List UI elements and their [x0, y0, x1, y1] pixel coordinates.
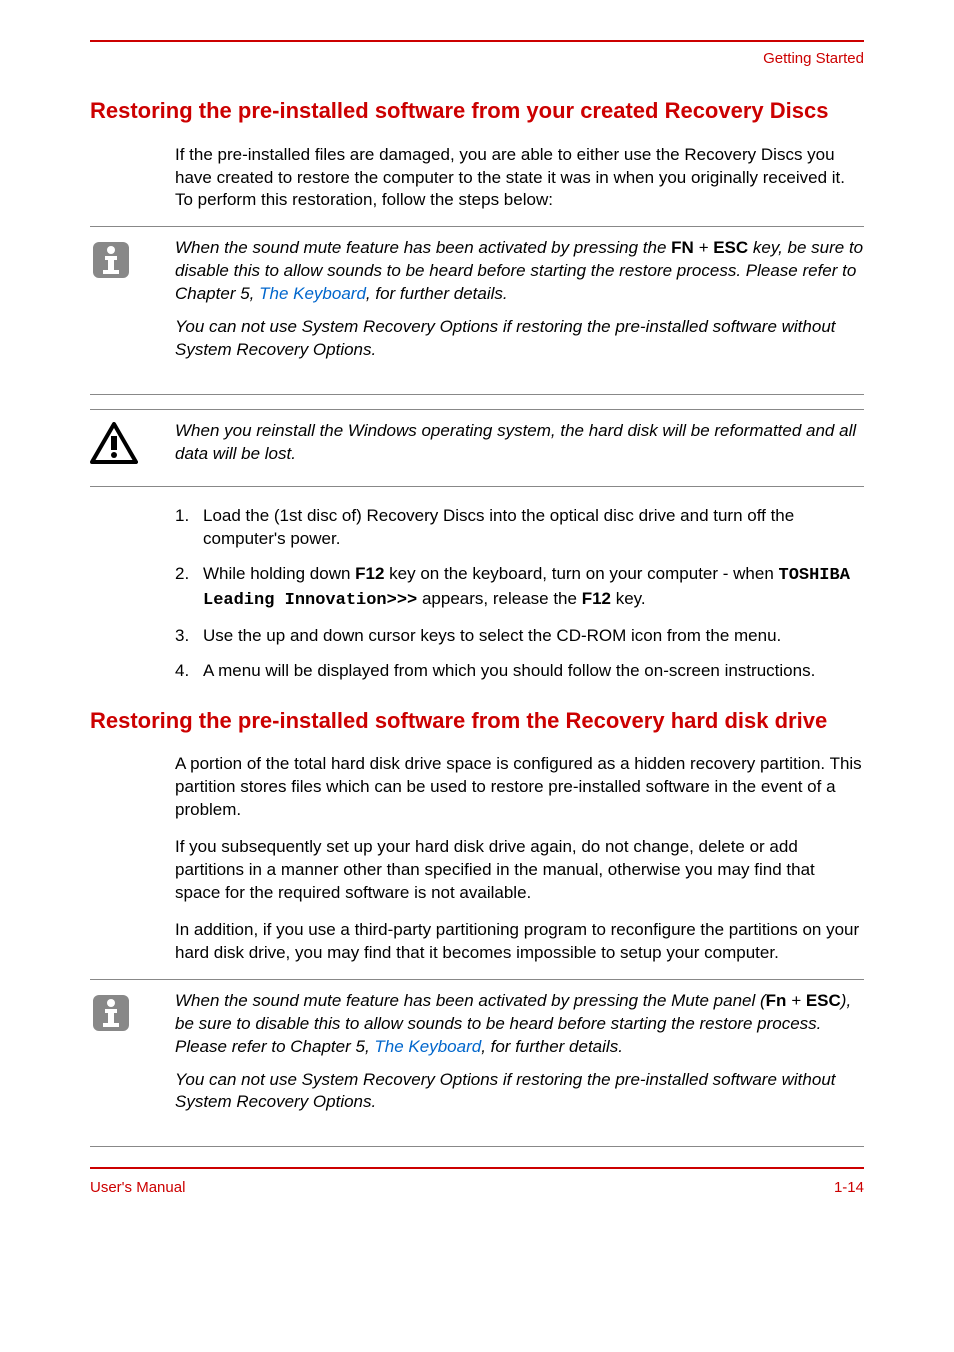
- note-block-1: When the sound mute feature has been act…: [90, 226, 864, 395]
- page-container: Getting Started Restoring the pre-instal…: [0, 0, 954, 1226]
- note2-para2: You can not use System Recovery Options …: [175, 1069, 864, 1115]
- keyboard-link-2[interactable]: The Keyboard: [374, 1037, 481, 1056]
- section2-para2: If you subsequently set up your hard dis…: [175, 836, 864, 905]
- section-heading-hard-disk: Restoring the pre-installed software fro…: [90, 707, 864, 736]
- page-footer: User's Manual 1-14: [90, 1167, 864, 1196]
- section2-para3: In addition, if you use a third-party pa…: [175, 919, 864, 965]
- info-icon: [90, 237, 175, 372]
- step-2: While holding down F12 key on the keyboa…: [175, 563, 864, 613]
- caution-block: When you reinstall the Windows operating…: [90, 409, 864, 487]
- caution-icon: [90, 420, 175, 476]
- section2-para1: A portion of the total hard disk drive s…: [175, 753, 864, 822]
- note1-para2: You can not use System Recovery Options …: [175, 316, 864, 362]
- footer-manual-label: User's Manual: [90, 1179, 185, 1196]
- page-header: Getting Started: [90, 50, 864, 67]
- step-1: Load the (1st disc of) Recovery Discs in…: [175, 505, 864, 551]
- intro-paragraph: If the pre-installed files are damaged, …: [175, 144, 864, 213]
- step-3: Use the up and down cursor keys to selec…: [175, 625, 864, 648]
- keyboard-link[interactable]: The Keyboard: [259, 284, 366, 303]
- note1-text: When the sound mute feature has been act…: [175, 237, 864, 306]
- note2-text: When the sound mute feature has been act…: [175, 990, 864, 1059]
- steps-list: Load the (1st disc of) Recovery Discs in…: [175, 505, 864, 683]
- note-block-2: When the sound mute feature has been act…: [90, 979, 864, 1148]
- caution-text: When you reinstall the Windows operating…: [175, 420, 864, 466]
- info-icon: [90, 990, 175, 1125]
- step-4: A menu will be displayed from which you …: [175, 660, 864, 683]
- header-rule: [90, 40, 864, 42]
- section-heading-recovery-discs: Restoring the pre-installed software fro…: [90, 97, 864, 126]
- footer-page-number: 1-14: [834, 1179, 864, 1196]
